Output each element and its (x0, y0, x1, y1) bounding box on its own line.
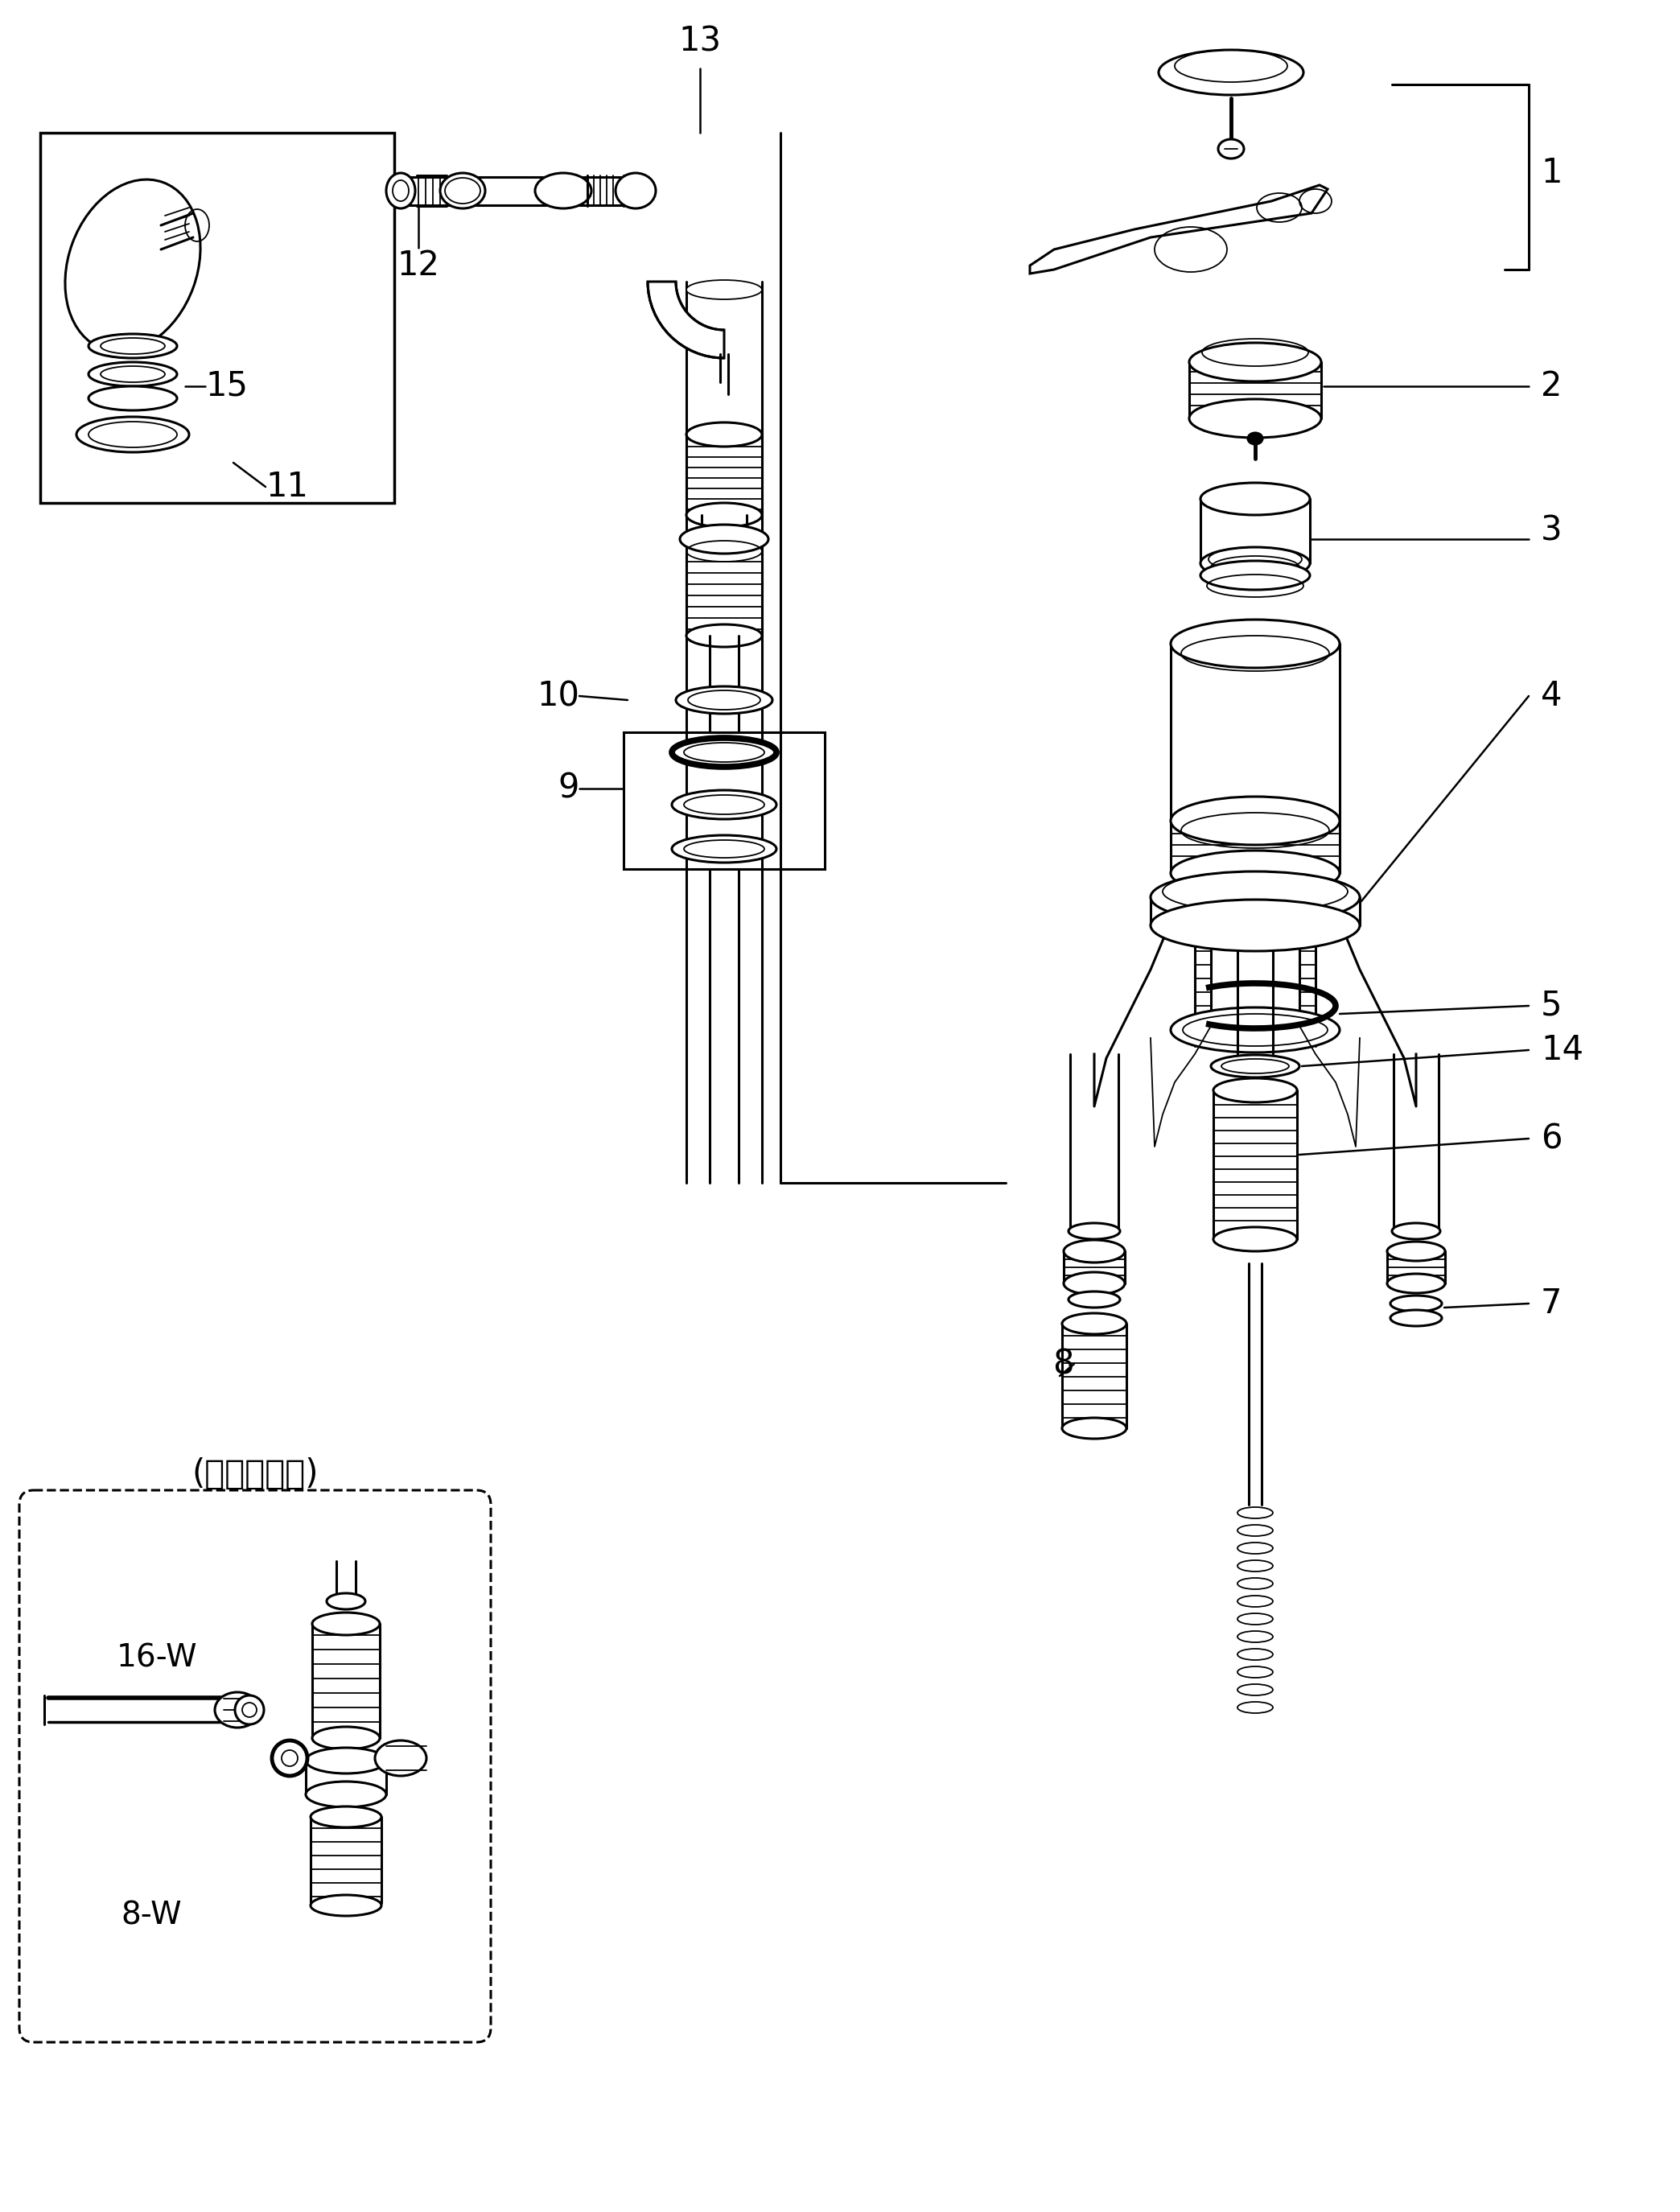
Ellipse shape (272, 1741, 307, 1776)
Ellipse shape (1393, 1223, 1440, 1239)
Ellipse shape (1171, 852, 1339, 896)
Ellipse shape (311, 1896, 381, 1916)
Text: 15: 15 (205, 369, 249, 403)
Ellipse shape (1062, 1314, 1126, 1334)
Ellipse shape (680, 524, 768, 553)
Text: 8: 8 (1053, 1347, 1074, 1380)
Text: 9: 9 (558, 772, 580, 805)
Ellipse shape (615, 173, 655, 208)
Ellipse shape (306, 1781, 386, 1807)
Ellipse shape (687, 281, 763, 299)
Text: 13: 13 (679, 24, 721, 60)
Text: 8-W: 8-W (121, 1900, 181, 1931)
Text: 2: 2 (1541, 369, 1562, 403)
Text: 3: 3 (1541, 513, 1562, 549)
Text: 1: 1 (1541, 157, 1562, 190)
Ellipse shape (1213, 1077, 1297, 1102)
Ellipse shape (311, 1807, 381, 1827)
Text: 12: 12 (396, 248, 440, 283)
Bar (40, 133, 395, 502)
Ellipse shape (1218, 139, 1243, 159)
Wedge shape (648, 281, 724, 358)
Ellipse shape (1189, 398, 1320, 438)
Ellipse shape (215, 1692, 260, 1728)
Ellipse shape (89, 387, 176, 411)
Bar (687, 281, 761, 1183)
Ellipse shape (235, 1694, 264, 1725)
Ellipse shape (1201, 546, 1310, 580)
Ellipse shape (306, 1747, 386, 1774)
Ellipse shape (672, 836, 776, 863)
Ellipse shape (1062, 1418, 1126, 1438)
Ellipse shape (687, 624, 763, 646)
Ellipse shape (89, 334, 176, 358)
Text: (寒冷地仕様): (寒冷地仕様) (192, 1458, 319, 1491)
Text: 4: 4 (1541, 679, 1562, 712)
Ellipse shape (1189, 343, 1320, 380)
Ellipse shape (312, 1728, 380, 1750)
Text: 7: 7 (1541, 1287, 1562, 1321)
Ellipse shape (1211, 1055, 1299, 1077)
Ellipse shape (1213, 1228, 1297, 1252)
Ellipse shape (675, 686, 773, 714)
Ellipse shape (672, 739, 776, 768)
Ellipse shape (375, 1741, 427, 1776)
Ellipse shape (672, 790, 776, 818)
Ellipse shape (1159, 51, 1304, 95)
Ellipse shape (1201, 562, 1310, 591)
Ellipse shape (1151, 900, 1359, 951)
Text: 16-W: 16-W (116, 1641, 198, 1672)
Text: 14: 14 (1541, 1033, 1584, 1066)
Ellipse shape (1068, 1223, 1121, 1239)
Ellipse shape (386, 173, 415, 208)
Ellipse shape (326, 1593, 365, 1610)
Ellipse shape (534, 173, 591, 208)
Ellipse shape (1063, 1241, 1126, 1263)
Ellipse shape (1171, 619, 1339, 668)
Ellipse shape (1388, 1241, 1445, 1261)
Text: 10: 10 (536, 679, 580, 712)
Ellipse shape (1201, 482, 1310, 515)
Ellipse shape (1063, 1272, 1126, 1294)
Ellipse shape (1248, 434, 1262, 445)
Ellipse shape (687, 502, 763, 526)
Ellipse shape (1151, 872, 1359, 922)
Ellipse shape (89, 363, 176, 387)
Ellipse shape (1391, 1296, 1441, 1312)
Ellipse shape (66, 179, 200, 352)
Ellipse shape (1171, 796, 1339, 845)
Text: 11: 11 (265, 469, 307, 504)
Text: 6: 6 (1541, 1121, 1562, 1155)
Ellipse shape (1391, 1310, 1441, 1325)
Ellipse shape (1388, 1274, 1445, 1294)
Ellipse shape (312, 1613, 380, 1635)
Ellipse shape (1171, 1006, 1339, 1053)
Bar (623, 732, 825, 869)
Ellipse shape (1068, 1292, 1121, 1307)
FancyBboxPatch shape (18, 1491, 491, 2042)
Ellipse shape (687, 422, 763, 447)
Polygon shape (1030, 186, 1327, 274)
Text: 5: 5 (1541, 989, 1562, 1022)
Ellipse shape (76, 416, 190, 451)
Ellipse shape (440, 173, 486, 208)
